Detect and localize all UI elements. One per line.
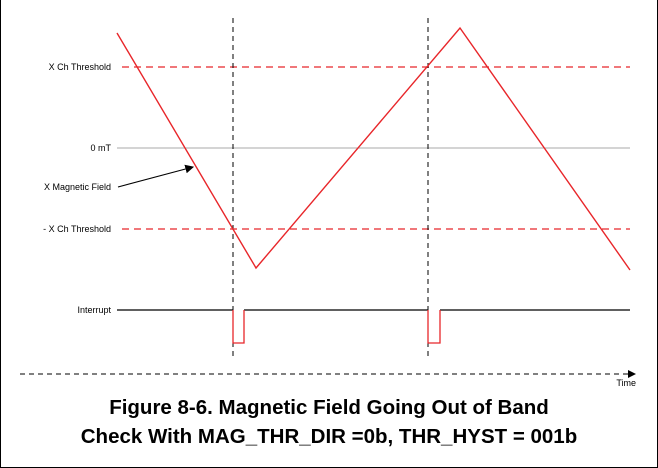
field-pointer-arrow [117, 164, 195, 188]
label-neg-x-ch-threshold: - X Ch Threshold [43, 224, 111, 234]
figure-caption-line-2: Check With MAG_THR_DIR =0b, THR_HYST = 0… [80, 425, 578, 448]
label-interrupt: Interrupt [77, 305, 111, 315]
time-axis-arrow-icon [628, 370, 636, 378]
timing-diagram: X Ch Threshold 0 mT X Magnetic Field - X… [20, 18, 636, 388]
label-x-ch-threshold: X Ch Threshold [49, 62, 111, 72]
label-zero-mt: 0 mT [90, 143, 111, 153]
interrupt-pulse-1 [232, 310, 245, 344]
figure-caption-line-1: Figure 8-6. Magnetic Field Going Out of … [109, 396, 549, 419]
label-time: Time [616, 378, 636, 388]
interrupt-pulse-2 [427, 310, 441, 344]
x-magnetic-field-waveform [116, 26, 631, 271]
label-x-magnetic-field: X Magnetic Field [44, 182, 111, 192]
